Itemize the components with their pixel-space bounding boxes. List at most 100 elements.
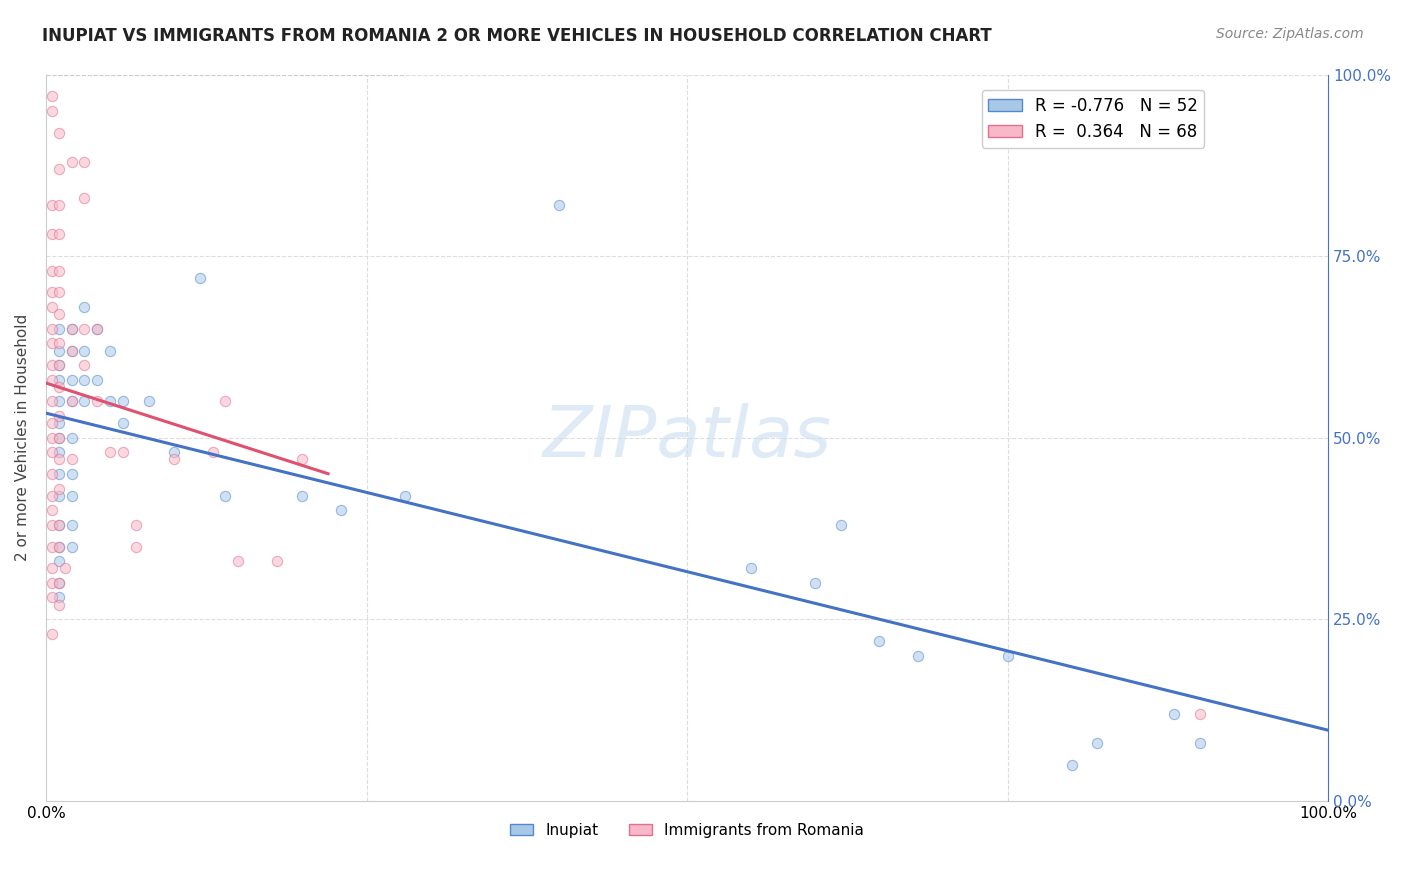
Point: [48, 517, 70, 532]
Point: [266, 554, 288, 568]
Text: INUPIAT VS IMMIGRANTS FROM ROMANIA 2 OR MORE VEHICLES IN HOUSEHOLD CORRELATION C: INUPIAT VS IMMIGRANTS FROM ROMANIA 2 OR …: [42, 27, 991, 45]
Point: [60, 373, 83, 387]
Point: [1085, 736, 1108, 750]
Point: [41, 591, 63, 605]
Point: [48, 431, 70, 445]
Point: [41, 576, 63, 591]
Point: [41, 198, 63, 212]
Point: [907, 648, 929, 663]
Point: [48, 409, 70, 423]
Point: [41, 489, 63, 503]
Point: [73, 322, 96, 336]
Point: [188, 271, 211, 285]
Point: [41, 394, 63, 409]
Point: [41, 445, 63, 459]
Point: [73, 343, 96, 358]
Point: [48, 576, 70, 591]
Point: [48, 161, 70, 176]
Point: [1060, 757, 1083, 772]
Point: [48, 517, 70, 532]
Point: [86, 394, 108, 409]
Legend: Inupiat, Immigrants from Romania: Inupiat, Immigrants from Romania: [503, 817, 870, 844]
Y-axis label: 2 or more Vehicles in Household: 2 or more Vehicles in Household: [15, 314, 30, 561]
Point: [41, 561, 63, 575]
Point: [41, 503, 63, 517]
Point: [48, 227, 70, 242]
Point: [60, 431, 83, 445]
Point: [41, 263, 63, 277]
Point: [41, 517, 63, 532]
Point: [41, 627, 63, 641]
Point: [48, 307, 70, 321]
Point: [48, 263, 70, 277]
Point: [48, 576, 70, 591]
Point: [111, 445, 134, 459]
Point: [1163, 706, 1185, 721]
Point: [41, 322, 63, 336]
Point: [291, 489, 314, 503]
Point: [60, 394, 83, 409]
Text: Source: ZipAtlas.com: Source: ZipAtlas.com: [1216, 27, 1364, 41]
Point: [60, 343, 83, 358]
Point: [125, 540, 148, 554]
Point: [60, 489, 83, 503]
Point: [41, 336, 63, 351]
Point: [60, 540, 83, 554]
Point: [48, 373, 70, 387]
Point: [201, 445, 224, 459]
Point: [226, 554, 249, 568]
Point: [48, 598, 70, 612]
Point: [60, 394, 83, 409]
Point: [41, 227, 63, 242]
Point: [86, 322, 108, 336]
Point: [60, 322, 83, 336]
Point: [60, 452, 83, 467]
Point: [98, 394, 121, 409]
Point: [48, 343, 70, 358]
Point: [163, 452, 186, 467]
Point: [804, 576, 827, 591]
Point: [48, 285, 70, 300]
Point: [868, 634, 890, 648]
Point: [48, 489, 70, 503]
Point: [1188, 736, 1211, 750]
Point: [98, 343, 121, 358]
Point: [73, 358, 96, 372]
Point: [73, 373, 96, 387]
Point: [41, 467, 63, 481]
Point: [98, 445, 121, 459]
Point: [48, 322, 70, 336]
Point: [329, 503, 352, 517]
Point: [214, 489, 236, 503]
Point: [41, 103, 63, 118]
Point: [48, 358, 70, 372]
Point: [48, 336, 70, 351]
Point: [60, 343, 83, 358]
Point: [48, 445, 70, 459]
Point: [125, 517, 148, 532]
Point: [41, 540, 63, 554]
Point: [73, 300, 96, 314]
Point: [48, 482, 70, 496]
Point: [138, 394, 160, 409]
Point: [48, 358, 70, 372]
Point: [547, 198, 569, 212]
Point: [41, 431, 63, 445]
Point: [41, 89, 63, 103]
Point: [48, 394, 70, 409]
Point: [41, 373, 63, 387]
Point: [48, 540, 70, 554]
Point: [48, 431, 70, 445]
Point: [48, 416, 70, 430]
Point: [214, 394, 236, 409]
Point: [60, 322, 83, 336]
Point: [53, 561, 76, 575]
Point: [291, 452, 314, 467]
Point: [41, 285, 63, 300]
Point: [163, 445, 186, 459]
Point: [830, 517, 852, 532]
Point: [48, 554, 70, 568]
Point: [86, 373, 108, 387]
Point: [73, 154, 96, 169]
Point: [73, 394, 96, 409]
